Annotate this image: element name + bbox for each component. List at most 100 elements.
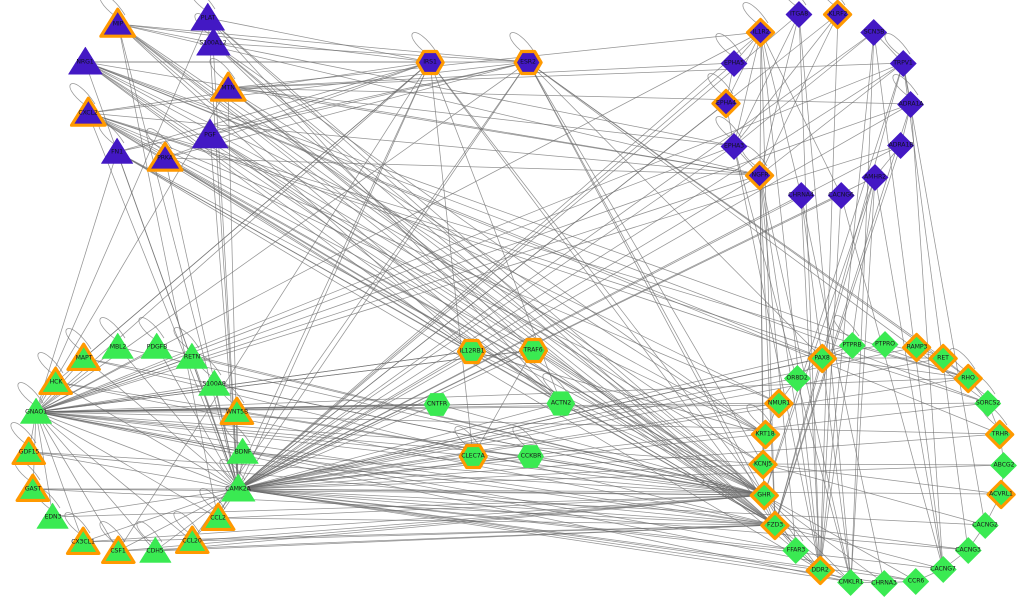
triangle-shape-icon: [102, 332, 134, 359]
edge: [227, 87, 765, 496]
network-node-fn1[interactable]: FN1: [101, 137, 133, 164]
network-node-s100a8[interactable]: S100A8: [198, 369, 230, 396]
edge: [35, 411, 244, 453]
network-node-gdf15[interactable]: GDF15: [11, 436, 47, 465]
network-node-pgf[interactable]: PGF: [191, 118, 229, 148]
network-node-epha5[interactable]: EPHA5: [720, 49, 748, 77]
edge: [213, 383, 765, 496]
network-node-cacng7[interactable]: CACNG7: [929, 555, 957, 583]
edge: [237, 62, 904, 490]
edge: [237, 402, 989, 490]
edge: [117, 23, 529, 63]
network-node-epha3[interactable]: EPHA3: [720, 132, 748, 160]
network-node-abcg2[interactable]: ABCG2: [990, 451, 1018, 479]
diamond-shape-icon: [928, 343, 958, 373]
network-node-plat[interactable]: PLAT: [190, 2, 226, 31]
diamond-shape-icon: [785, 0, 813, 28]
network-node-adra1a[interactable]: ADRA1A: [897, 90, 925, 118]
network-node-ccl20[interactable]: CCL20: [174, 525, 210, 554]
edge: [819, 176, 876, 571]
network-node-retn[interactable]: RETN: [176, 342, 208, 369]
network-node-cacng6[interactable]: CACNG6: [827, 181, 855, 209]
network-node-wnt5b[interactable]: WNT5B: [219, 396, 255, 425]
diamond-shape-icon: [749, 480, 779, 510]
network-node-krt18[interactable]: KRT18: [750, 419, 780, 449]
network-node-pax8[interactable]: PAX8: [807, 343, 837, 373]
network-node-adra1b[interactable]: ADRA1B: [887, 131, 915, 159]
edge: [237, 349, 534, 490]
network-node-itga8[interactable]: ITGA8: [785, 0, 813, 28]
edge: [35, 411, 532, 457]
network-node-prka[interactable]: PRKA: [146, 141, 184, 172]
network-node-cxcl2[interactable]: CXCL2: [69, 96, 107, 127]
network-node-cntfr[interactable]: CNTFR: [423, 392, 451, 416]
network-node-actn2[interactable]: ACTN2: [546, 390, 576, 416]
network-node-sorcs2[interactable]: SORCS2: [974, 389, 1002, 417]
network-node-ccr6[interactable]: CCR6: [902, 567, 930, 595]
network-node-ghr[interactable]: GHR: [749, 480, 779, 510]
self-loop-edge: [69, 83, 96, 106]
network-node-s100a12[interactable]: S100A12: [195, 27, 231, 56]
network-node-irs1[interactable]: IRS1: [415, 49, 445, 75]
network-node-ptprb[interactable]: PTPRB: [838, 331, 866, 359]
network-node-epha4[interactable]: EPHA4: [711, 88, 741, 118]
network-node-ngfr[interactable]: NGFR: [745, 160, 775, 190]
network-node-cacng2[interactable]: CACNG2: [971, 511, 999, 539]
edge: [763, 494, 852, 583]
network-node-edn3[interactable]: EDN3: [37, 502, 69, 529]
edge: [52, 494, 765, 518]
network-node-cx3cl1[interactable]: CX3CL1: [65, 526, 101, 555]
network-node-hck[interactable]: HCK: [38, 366, 74, 395]
network-node-amhr2[interactable]: AMHR2: [861, 163, 889, 191]
network-node-ddr2[interactable]: DDR2: [805, 555, 835, 585]
network-node-acvrl1[interactable]: ACVRL1: [986, 479, 1016, 509]
edge: [227, 87, 776, 526]
network-node-or8d2[interactable]: OR8D2: [783, 364, 811, 392]
network-node-il12rb1[interactable]: IL12RB1: [457, 338, 487, 364]
network-node-camk2a[interactable]: CAMK2A: [220, 473, 256, 502]
network-node-gast[interactable]: GAST: [15, 473, 51, 502]
network-node-klrf2[interactable]: KLRF2: [823, 0, 853, 29]
network-node-fzd3[interactable]: FZD3: [760, 510, 790, 540]
network-node-mapt[interactable]: MAPT: [66, 342, 102, 371]
edge: [774, 144, 902, 526]
diamond-shape-icon: [929, 555, 957, 583]
network-node-ptpro[interactable]: PTPRO: [871, 330, 899, 358]
network-node-clec7a[interactable]: CLEC7A: [458, 443, 488, 469]
network-node-ccl2[interactable]: CCL2: [200, 502, 236, 531]
self-loop-edge: [512, 426, 539, 449]
network-node-bdnf[interactable]: BDNF: [227, 437, 259, 464]
edge: [35, 411, 797, 551]
diamond-shape-icon: [827, 181, 855, 209]
network-node-cdh5[interactable]: CDH5: [139, 536, 171, 563]
network-node-trpv1[interactable]: TRPV1: [889, 49, 917, 77]
network-node-cmklr1[interactable]: CMKLR1: [837, 568, 865, 596]
network-node-trhr[interactable]: TRHR: [985, 419, 1015, 449]
network-node-mtn[interactable]: MTN: [209, 71, 247, 102]
network-node-nmur1[interactable]: NMUR1: [764, 388, 794, 418]
network-node-cckbr[interactable]: CCKBR: [517, 444, 545, 468]
network-node-pdgfb[interactable]: PDGFB: [141, 332, 173, 359]
network-node-chrna3[interactable]: CHRNA3: [870, 569, 898, 597]
edge: [55, 381, 776, 526]
network-node-rho[interactable]: RHO: [953, 363, 983, 393]
edge: [116, 151, 765, 496]
network-node-mbl2[interactable]: MBL2: [102, 332, 134, 359]
network-node-ret[interactable]: RET: [928, 343, 958, 373]
network-node-il1r2[interactable]: IL1R2: [746, 17, 776, 47]
network-node-mip[interactable]: MIP: [99, 7, 137, 38]
edge: [237, 488, 1002, 495]
network-node-esr2[interactable]: ESR2: [513, 49, 543, 75]
network-node-nrg1[interactable]: NRG1: [67, 46, 103, 75]
edge: [237, 350, 473, 490]
diamond-shape-icon: [711, 88, 741, 118]
edge: [237, 194, 802, 490]
network-node-traf6[interactable]: TRAF6: [518, 337, 548, 363]
network-node-kcnj5[interactable]: KCNJ5: [748, 449, 778, 479]
network-node-csf1[interactable]: CSF1: [100, 535, 136, 564]
edge: [35, 411, 764, 465]
network-node-chrna4[interactable]: CHRNA4: [787, 181, 815, 209]
network-node-scn3b[interactable]: SCN3B: [860, 18, 888, 46]
network-node-gnao1[interactable]: GNAO1: [20, 397, 52, 424]
